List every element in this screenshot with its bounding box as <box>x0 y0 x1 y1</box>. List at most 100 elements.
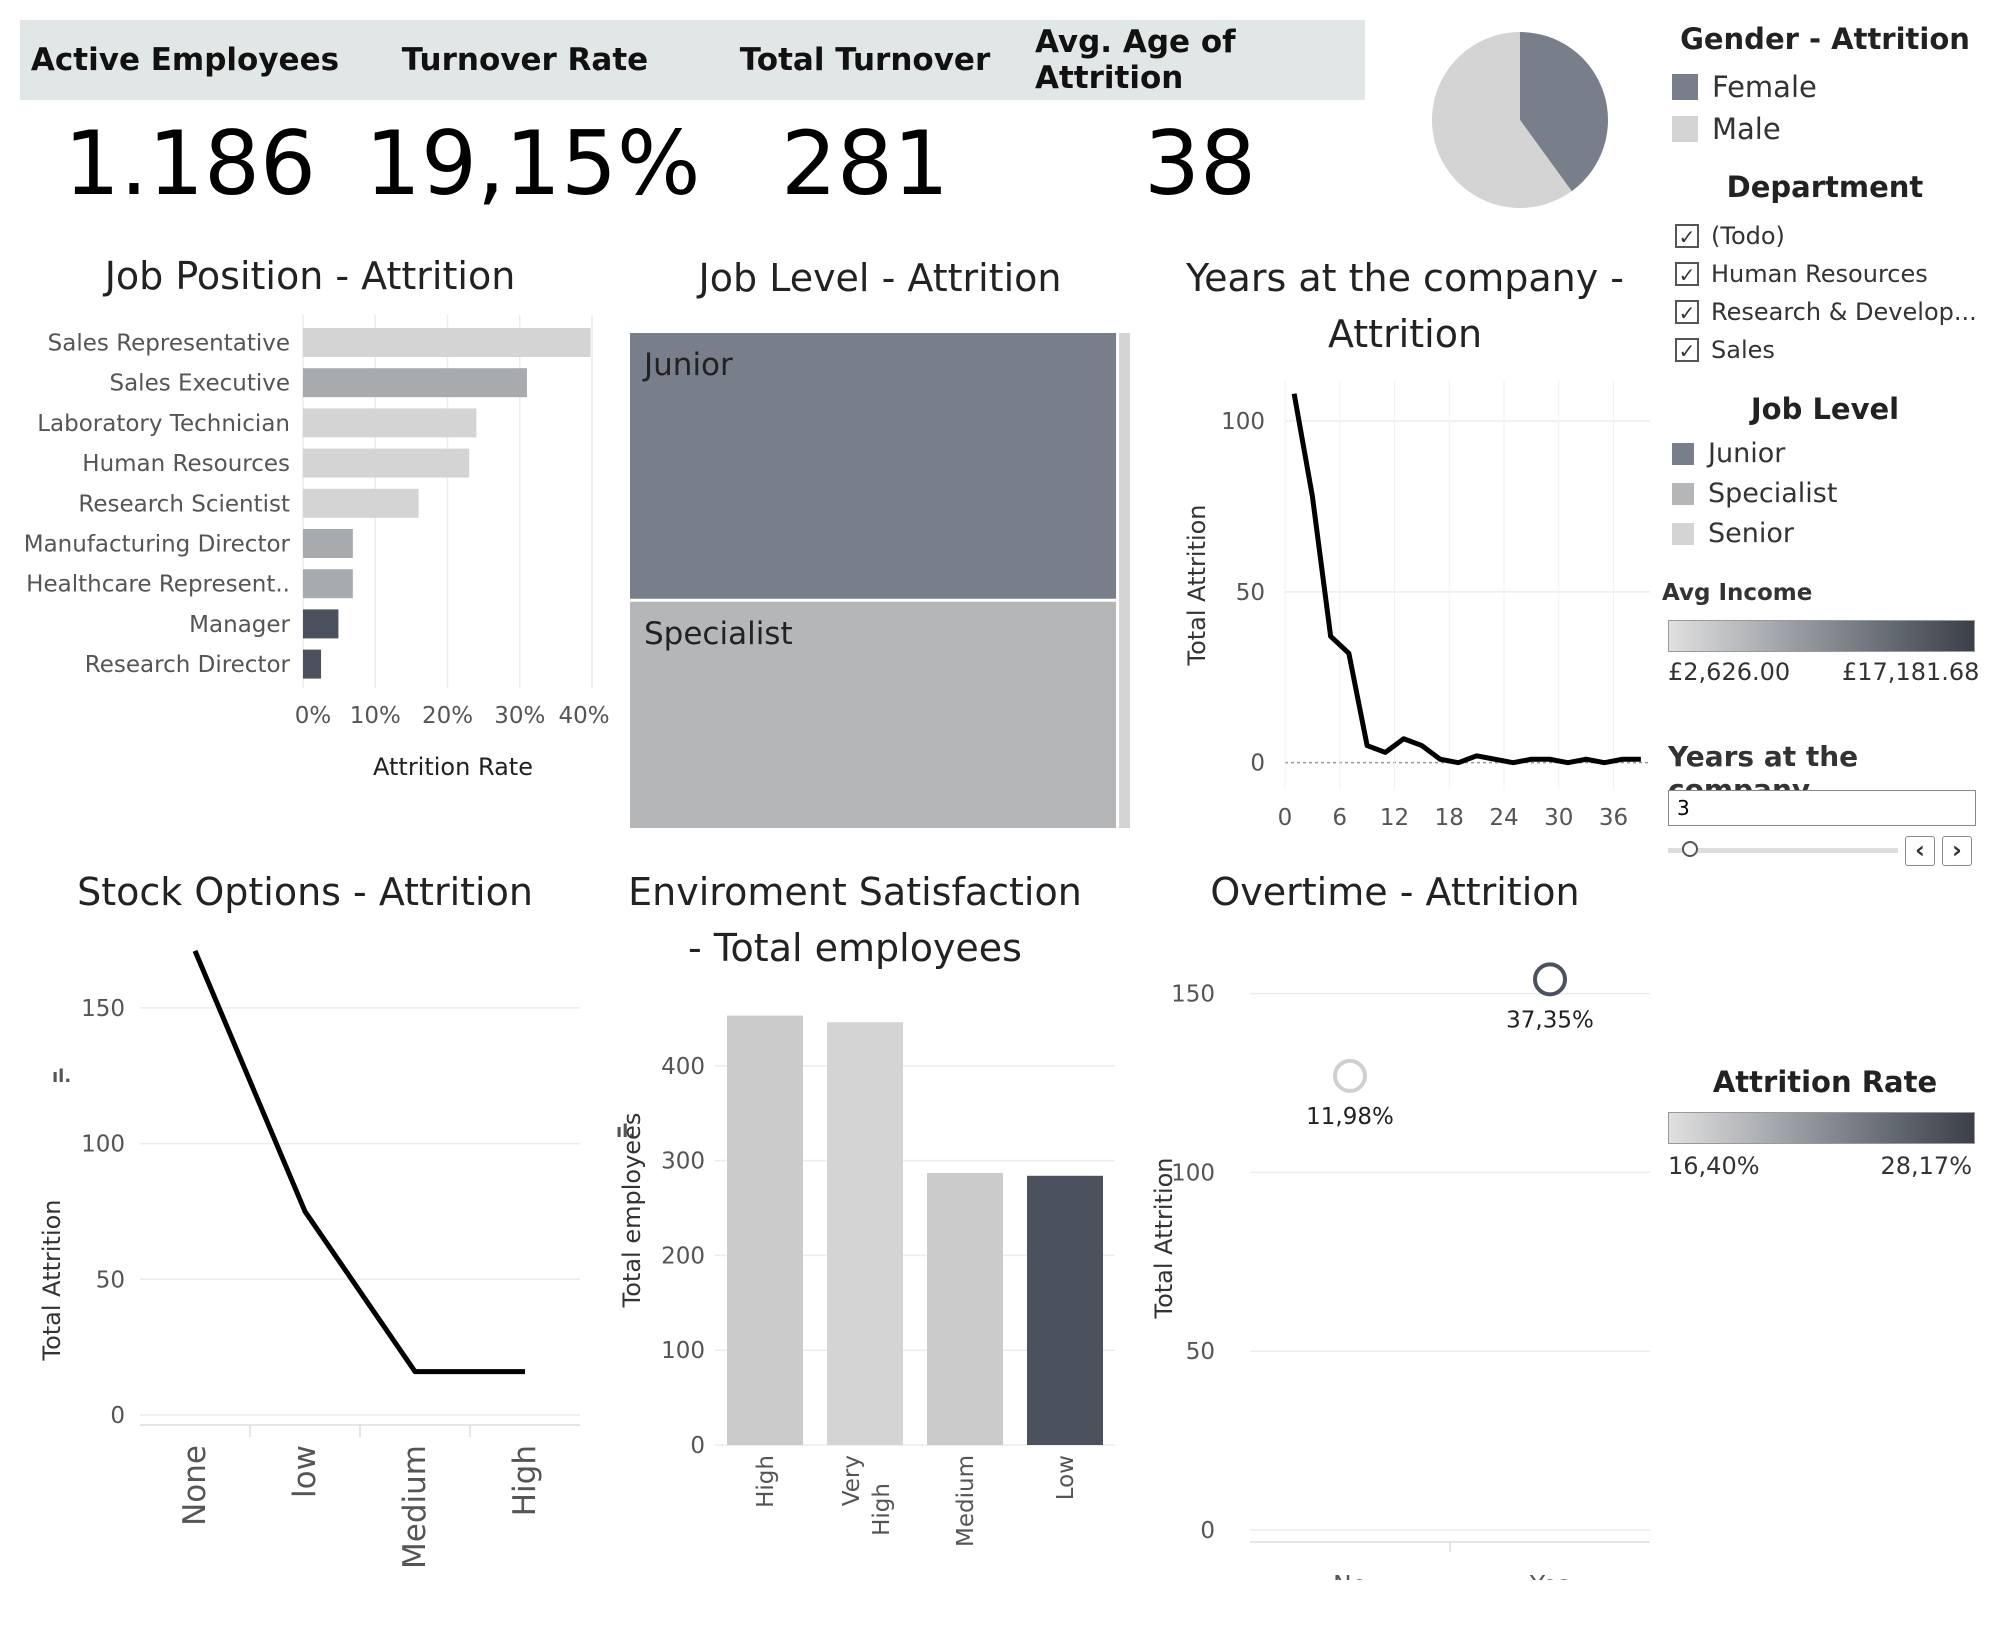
attrition-rate-max: 28,17% <box>1880 1152 1972 1180</box>
stock-options-category: High <box>507 1445 543 1516</box>
environment-title-line2: - Total employees <box>688 926 1022 970</box>
legend-senior-label: Senior <box>1708 518 1794 549</box>
stock-options-category: Medium <box>397 1445 433 1569</box>
kpi-turnover-rate-label: Turnover Rate <box>401 42 649 78</box>
treemap-label-junior: Junior <box>642 347 733 383</box>
avg-income-min: £2,626.00 <box>1668 658 1791 686</box>
department-option-sales[interactable]: ✓ Sales <box>1675 336 1775 364</box>
checkbox-sales[interactable]: ✓ <box>1675 338 1699 362</box>
environment-sort-icon: ıl. <box>616 1121 635 1142</box>
kpi-avg-age-value: 38 <box>1144 112 1256 215</box>
job-position-category: Sales Executive <box>109 371 290 397</box>
job-position-category: Human Resources <box>82 451 290 477</box>
department-option-all[interactable]: ✓ (Todo) <box>1675 222 1785 250</box>
job-position-bar <box>303 649 322 679</box>
years-slider-track[interactable] <box>1668 848 1898 853</box>
environment-ytick: 100 <box>661 1338 705 1364</box>
job-position-xtick: 40% <box>558 703 609 729</box>
job-position-xtick: 10% <box>350 703 401 729</box>
legend-female-label: Female <box>1712 70 1817 104</box>
environment-category: Low <box>1053 1455 1079 1500</box>
stock-options-title: Stock Options - Attrition <box>77 870 533 914</box>
overtime-ytick: 0 <box>1200 1518 1215 1544</box>
overtime-point-label: 37,35% <box>1506 1007 1594 1033</box>
checkbox-rd[interactable]: ✓ <box>1675 300 1699 324</box>
department-option-rd[interactable]: ✓ Research & Develop... <box>1675 298 1977 326</box>
pie-slice-male <box>1432 32 1572 208</box>
treemap-label-specialist: Specialist <box>644 616 793 652</box>
years-company-ylabel: Total Attrition <box>1183 504 1211 666</box>
checkbox-all[interactable]: ✓ <box>1675 224 1699 248</box>
stock-options-sort-icon: ıl. <box>52 1066 71 1087</box>
environment-bar <box>727 1015 803 1445</box>
legend-specialist[interactable]: Specialist <box>1672 478 1837 509</box>
senior-swatch <box>1672 522 1694 545</box>
job-position-category: Research Director <box>85 652 291 678</box>
job-level-title: Job Level - Attrition <box>698 256 1062 300</box>
legend-male[interactable]: Male <box>1672 112 1781 146</box>
job-position-xlabel: Attrition Rate <box>373 753 533 781</box>
kpi-avg-age-label: Avg. Age of Attrition <box>1035 24 1236 96</box>
job-position-category: Manufacturing Director <box>24 532 291 558</box>
environment-bar <box>1027 1175 1103 1445</box>
stock-options-category: None <box>177 1445 213 1526</box>
job-position-bar <box>303 448 470 478</box>
stock-options-category: low <box>287 1445 323 1498</box>
environment-ytick: 0 <box>690 1433 705 1459</box>
kpi-total-turnover-value: 281 <box>781 112 949 215</box>
job-position-bar <box>303 488 419 518</box>
department-option-hr[interactable]: ✓ Human Resources <box>1675 260 1928 288</box>
avg-income-gradient <box>1668 620 1975 652</box>
environment-ytick: 300 <box>661 1149 705 1175</box>
environment-category: High <box>753 1455 779 1508</box>
years-company-xtick: 0 <box>1278 805 1293 831</box>
department-option-sales-label: Sales <box>1711 336 1775 364</box>
kpi-total-turnover-label: Total Turnover <box>739 42 991 78</box>
legend-junior[interactable]: Junior <box>1672 438 1785 469</box>
environment-ylabel: Total employees <box>618 1113 646 1309</box>
avg-income-max: £17,181.68 <box>1842 658 1980 686</box>
specialist-swatch <box>1672 482 1694 505</box>
job-position-bar <box>303 609 339 639</box>
overtime-ytick: 50 <box>1186 1339 1215 1365</box>
years-filter-input[interactable] <box>1668 790 1976 826</box>
avg-income-title: Avg Income <box>1662 580 1813 606</box>
years-slider-handle[interactable] <box>1682 841 1698 857</box>
overtime-point-label: 11,98% <box>1306 1104 1394 1130</box>
job-position-xtick: 0% <box>295 703 332 729</box>
legend-specialist-label: Specialist <box>1708 478 1838 509</box>
treemap-specialist <box>630 601 1117 828</box>
legend-female[interactable]: Female <box>1672 70 1817 104</box>
checkbox-hr[interactable]: ✓ <box>1675 262 1699 286</box>
years-company-xtick: 24 <box>1489 805 1518 831</box>
overtime-chart: 0 50 100 150 11,98% No 37,35% Yes Total Attriti… <box>1150 962 1650 1580</box>
gender-legend-title: Gender - Attrition <box>1680 22 1970 56</box>
years-company-line <box>1291 393 1641 766</box>
job-position-bar <box>303 569 353 599</box>
years-next-button[interactable]: › <box>1942 836 1972 866</box>
job-position-category: Healthcare Represent.. <box>26 572 290 598</box>
male-swatch <box>1672 116 1698 142</box>
job-position-xtick: 30% <box>494 703 545 729</box>
legend-senior[interactable]: Senior <box>1672 518 1794 549</box>
overtime-category: No <box>1333 1570 1367 1580</box>
environment-category: Medium <box>953 1455 979 1547</box>
attrition-rate-min: 16,40% <box>1668 1152 1760 1180</box>
stock-options-ytick: 0 <box>110 1403 125 1429</box>
years-company-ytick: 100 <box>1221 409 1265 435</box>
years-prev-button[interactable]: ‹ <box>1905 836 1935 866</box>
job-position-category: Manager <box>189 612 290 638</box>
stock-options-line <box>192 949 525 1375</box>
treemap-senior <box>1119 333 1130 828</box>
environment-chart: 0 100 200 300 400 High VeryHigh Medium Low ıl. To… <box>616 1015 1115 1547</box>
job-level-legend-title: Job Level <box>1750 392 1900 426</box>
job-position-category: Laboratory Technician <box>37 411 290 437</box>
stock-options-ylabel: Total Attrition <box>38 1199 66 1361</box>
department-option-hr-label: Human Resources <box>1711 260 1928 288</box>
job-position-bar <box>303 529 353 558</box>
environment-bar <box>927 1172 1003 1445</box>
job-position-bar <box>303 368 527 398</box>
junior-swatch <box>1672 442 1694 465</box>
overtime-ytick: 100 <box>1171 1160 1215 1186</box>
years-company-ytick: 50 <box>1236 580 1265 606</box>
